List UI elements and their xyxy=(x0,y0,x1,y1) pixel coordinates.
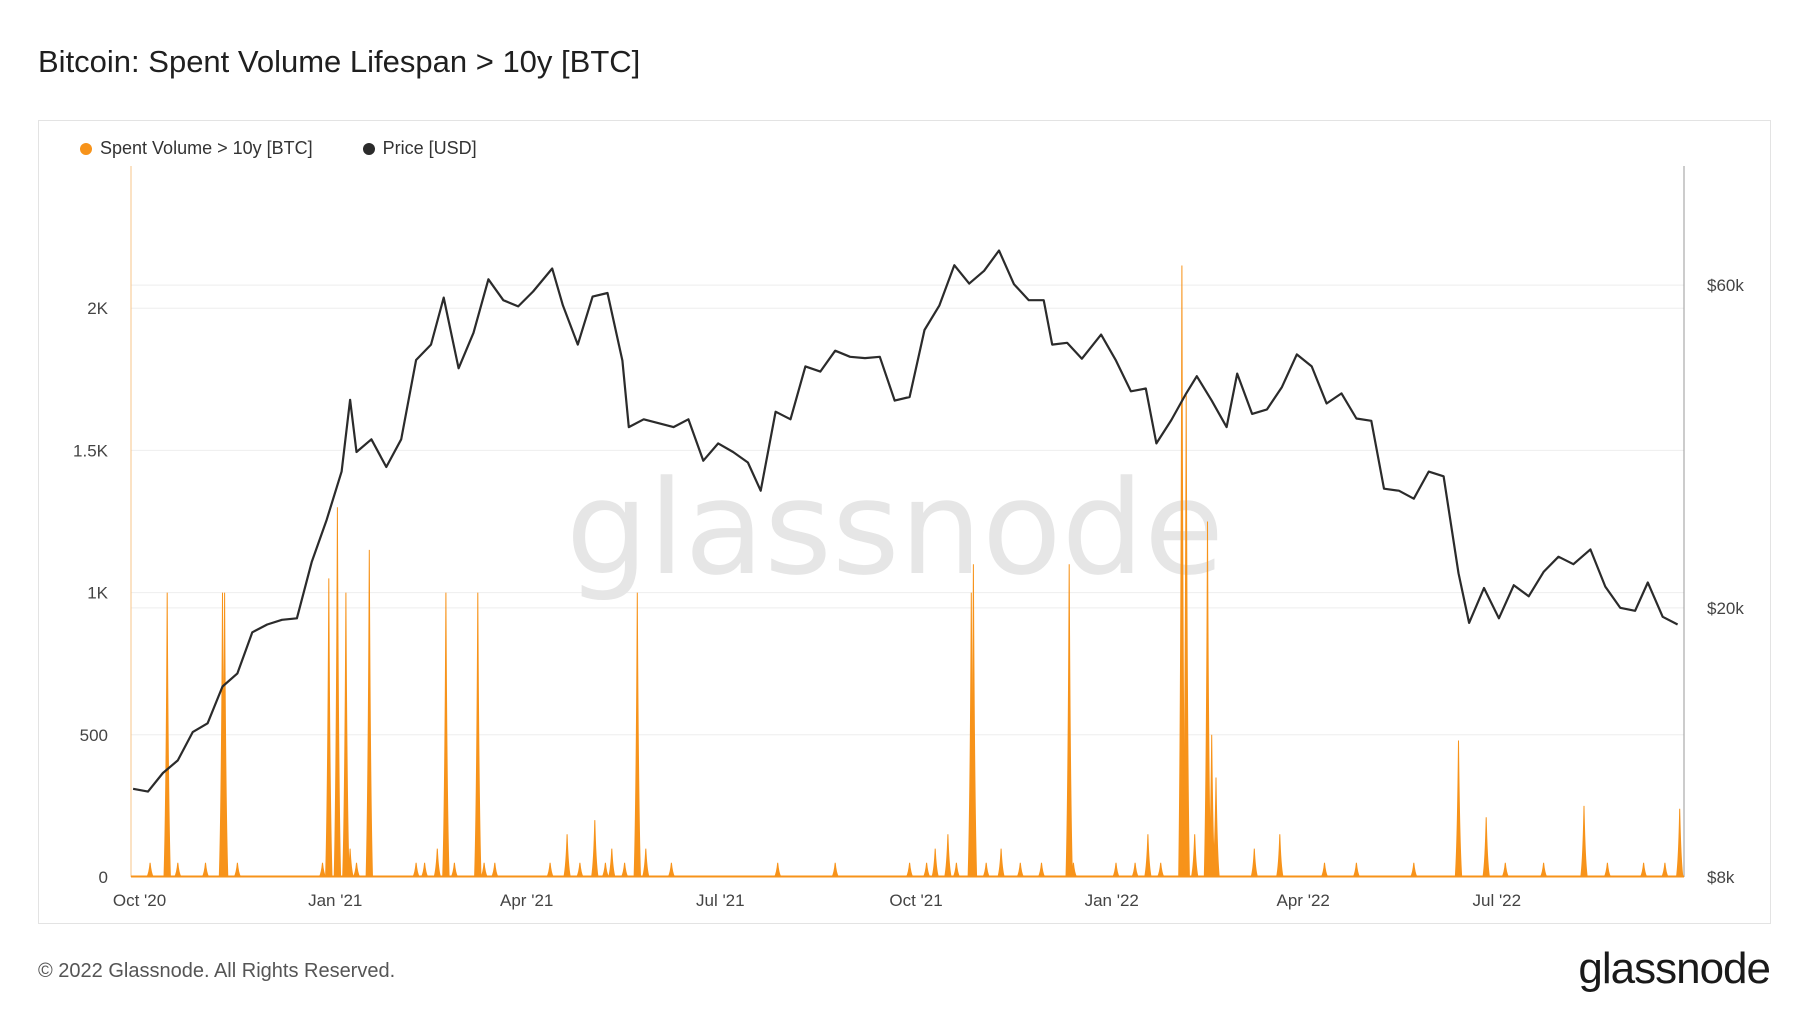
x-tick-label: Apr '21 xyxy=(500,891,553,910)
volume-bar xyxy=(1580,805,1588,878)
x-tick-label: Jul '22 xyxy=(1472,891,1521,910)
volume-bar xyxy=(641,848,650,878)
volume-bar xyxy=(601,862,610,878)
volume-bar xyxy=(1203,521,1212,878)
x-tick-label: Oct '20 xyxy=(113,891,166,910)
x-tick-label: Jan '21 xyxy=(308,891,362,910)
price-line xyxy=(132,249,1679,793)
volume-bar xyxy=(546,862,555,878)
volume-bar xyxy=(1675,808,1684,878)
x-tick-label: Oct '21 xyxy=(889,891,942,910)
volume-bar xyxy=(1037,862,1046,878)
volume-bar xyxy=(163,592,171,878)
volume-bar xyxy=(922,862,931,878)
volume-bar xyxy=(233,862,242,878)
volume-bar xyxy=(997,848,1005,878)
y-left-tick-label: 2K xyxy=(87,299,108,318)
legend-dot-price xyxy=(362,142,375,155)
volume-bar xyxy=(1539,862,1548,878)
glassnode-logo: glassnode xyxy=(1578,944,1771,993)
volume-bar xyxy=(220,592,229,878)
volume-bar xyxy=(480,862,489,878)
volume-bar xyxy=(633,592,642,878)
volume-bar xyxy=(563,834,571,878)
volume-bar xyxy=(1501,862,1510,878)
volume-bar xyxy=(944,834,952,878)
volume-bar xyxy=(474,592,482,878)
volume-bar xyxy=(1016,862,1025,878)
volume-bar xyxy=(490,862,499,878)
volume-bar xyxy=(952,862,961,878)
volume-bar xyxy=(342,592,350,878)
volume-bar xyxy=(146,862,155,878)
volume-bar xyxy=(1454,740,1463,878)
volume-bar xyxy=(1250,848,1259,878)
legend-label-volume: Spent Volume > 10y [BTC] xyxy=(100,138,313,158)
page-title: Bitcoin: Spent Volume Lifespan > 10y [BT… xyxy=(38,44,641,79)
volume-bar xyxy=(831,862,840,878)
volume-bar xyxy=(620,862,629,878)
volume-bar xyxy=(1065,564,1073,878)
tick-labels: 0 500 1K 1.5K 2K $8k $20k $60k Oct '20 Jan '21 Apr… xyxy=(73,276,1744,910)
volume-bar xyxy=(1111,862,1121,878)
price-line-layer xyxy=(132,249,1679,793)
y-right-tick-label: $20k xyxy=(1707,599,1744,618)
volume-bar xyxy=(318,862,327,878)
volume-bar xyxy=(365,549,374,878)
volume-bar xyxy=(1603,862,1612,878)
legend-label-price: Price [USD] xyxy=(382,138,477,158)
volume-bar xyxy=(412,862,421,878)
volume-bar xyxy=(1190,834,1199,878)
chart-legend: Spent Volume > 10y [BTC] Price [USD] xyxy=(80,138,477,159)
volume-bar xyxy=(433,848,442,878)
volume-bar xyxy=(1409,862,1418,878)
volume-bar xyxy=(201,862,210,878)
volume-bar xyxy=(607,848,616,878)
volume-bar xyxy=(667,862,676,878)
y-right-tick-label: $60k xyxy=(1707,276,1744,295)
volume-bar xyxy=(931,848,940,878)
volume-bar xyxy=(346,848,354,878)
legend-dot-volume xyxy=(80,142,92,155)
x-tick-label: Jul '21 xyxy=(696,891,745,910)
volume-bar xyxy=(442,592,450,878)
footer-copyright: © 2022 Glassnode. All Rights Reserved. xyxy=(38,960,396,982)
volume-bar xyxy=(333,507,342,878)
volume-bar xyxy=(773,862,782,878)
volume-bar xyxy=(1275,834,1284,878)
x-tick-label: Apr '22 xyxy=(1277,891,1330,910)
volume-bar xyxy=(1212,777,1220,878)
volume-bar xyxy=(591,820,599,878)
volume-bar xyxy=(420,862,429,878)
legend-item-price[interactable]: Price [USD] xyxy=(362,138,477,159)
volume-bar xyxy=(1639,862,1648,878)
volume-bar xyxy=(969,564,978,878)
volume-bar xyxy=(352,862,361,878)
volume-bar xyxy=(1660,862,1669,878)
volume-bar xyxy=(1144,834,1152,878)
volume-bar xyxy=(1320,862,1329,878)
volume-bar xyxy=(1352,862,1361,878)
volume-bar xyxy=(1482,817,1490,878)
volume-bar xyxy=(982,862,991,878)
y-left-tick-label: 1K xyxy=(87,584,108,603)
volume-bar xyxy=(905,862,914,878)
volume-bar xyxy=(1156,862,1165,878)
volume-bar xyxy=(325,578,333,878)
volume-bar xyxy=(1069,862,1078,878)
volume-bars xyxy=(131,265,1684,878)
volume-bar xyxy=(575,862,584,878)
y-left-tick-label: 500 xyxy=(80,726,108,745)
volume-bar xyxy=(1131,862,1140,878)
volume-bar xyxy=(450,862,459,878)
y-left-tick-label: 0 xyxy=(99,868,108,887)
y-right-tick-label: $8k xyxy=(1707,868,1735,887)
volume-bar xyxy=(173,862,182,878)
watermark-text: glassnode xyxy=(566,452,1224,604)
y-left-tick-label: 1.5K xyxy=(73,441,109,460)
legend-item-volume[interactable]: Spent Volume > 10y [BTC] xyxy=(80,138,313,159)
x-tick-label: Jan '22 xyxy=(1085,891,1139,910)
